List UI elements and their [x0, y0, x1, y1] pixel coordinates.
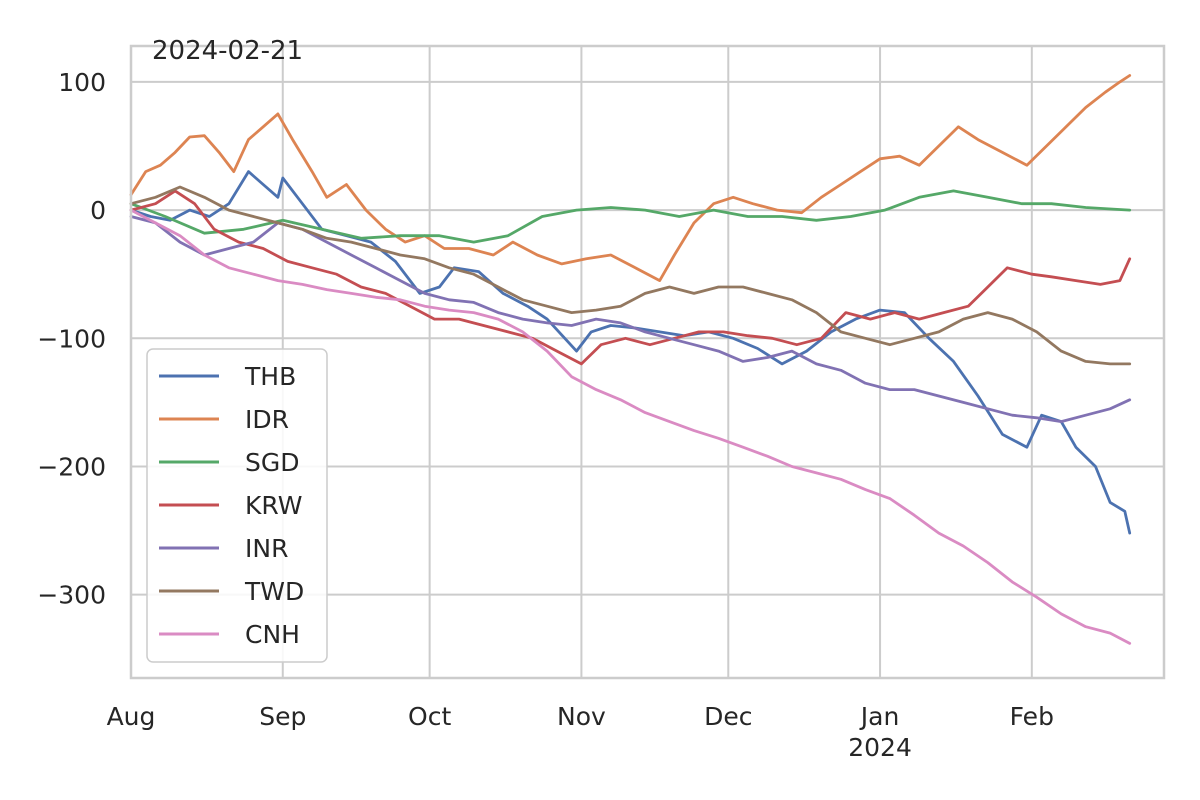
series-line-cnh — [129, 208, 1132, 645]
series-line-sgd — [129, 189, 1132, 244]
legend-label-sgd: SGD — [245, 448, 300, 477]
legend-label-twd: TWD — [244, 577, 304, 606]
plot-frame — [129, 44, 1166, 680]
series-lines — [129, 74, 1132, 645]
legend-label-thb: THB — [244, 362, 296, 391]
y-tick-label: 100 — [58, 68, 106, 97]
legend-label-idr: IDR — [245, 405, 289, 434]
legend-label-inr: INR — [245, 534, 288, 563]
x-tick-sublabel: 2024 — [848, 733, 912, 762]
legend-label-krw: KRW — [245, 491, 302, 520]
series-line-krw — [129, 189, 1132, 366]
legend-box — [146, 348, 328, 663]
legend-label-cnh: CNH — [245, 620, 300, 649]
y-tick-label: −300 — [37, 581, 106, 610]
y-tick-label: 0 — [90, 196, 106, 225]
series-line-idr — [129, 74, 1132, 283]
x-tick-label: Jan — [859, 702, 900, 731]
y-tick-label: −100 — [37, 324, 106, 353]
series-line-thb — [129, 170, 1132, 535]
x-tick-label: Nov — [557, 702, 606, 731]
series-line-twd — [129, 185, 1132, 366]
x-tick-label: Sep — [259, 702, 306, 731]
x-tick-label: Dec — [704, 702, 752, 731]
date-annotation: 2024-02-21 — [152, 36, 303, 66]
y-tick-label: −200 — [37, 452, 106, 481]
x-tick-label: Feb — [1010, 702, 1054, 731]
y-axis: 100 0 −100 −200 −300 — [37, 68, 106, 610]
x-tick-label: Aug — [107, 702, 156, 731]
legend: THB IDR SGD KRW INR TWD CNH — [146, 348, 328, 663]
x-tick-label: Oct — [408, 702, 451, 731]
